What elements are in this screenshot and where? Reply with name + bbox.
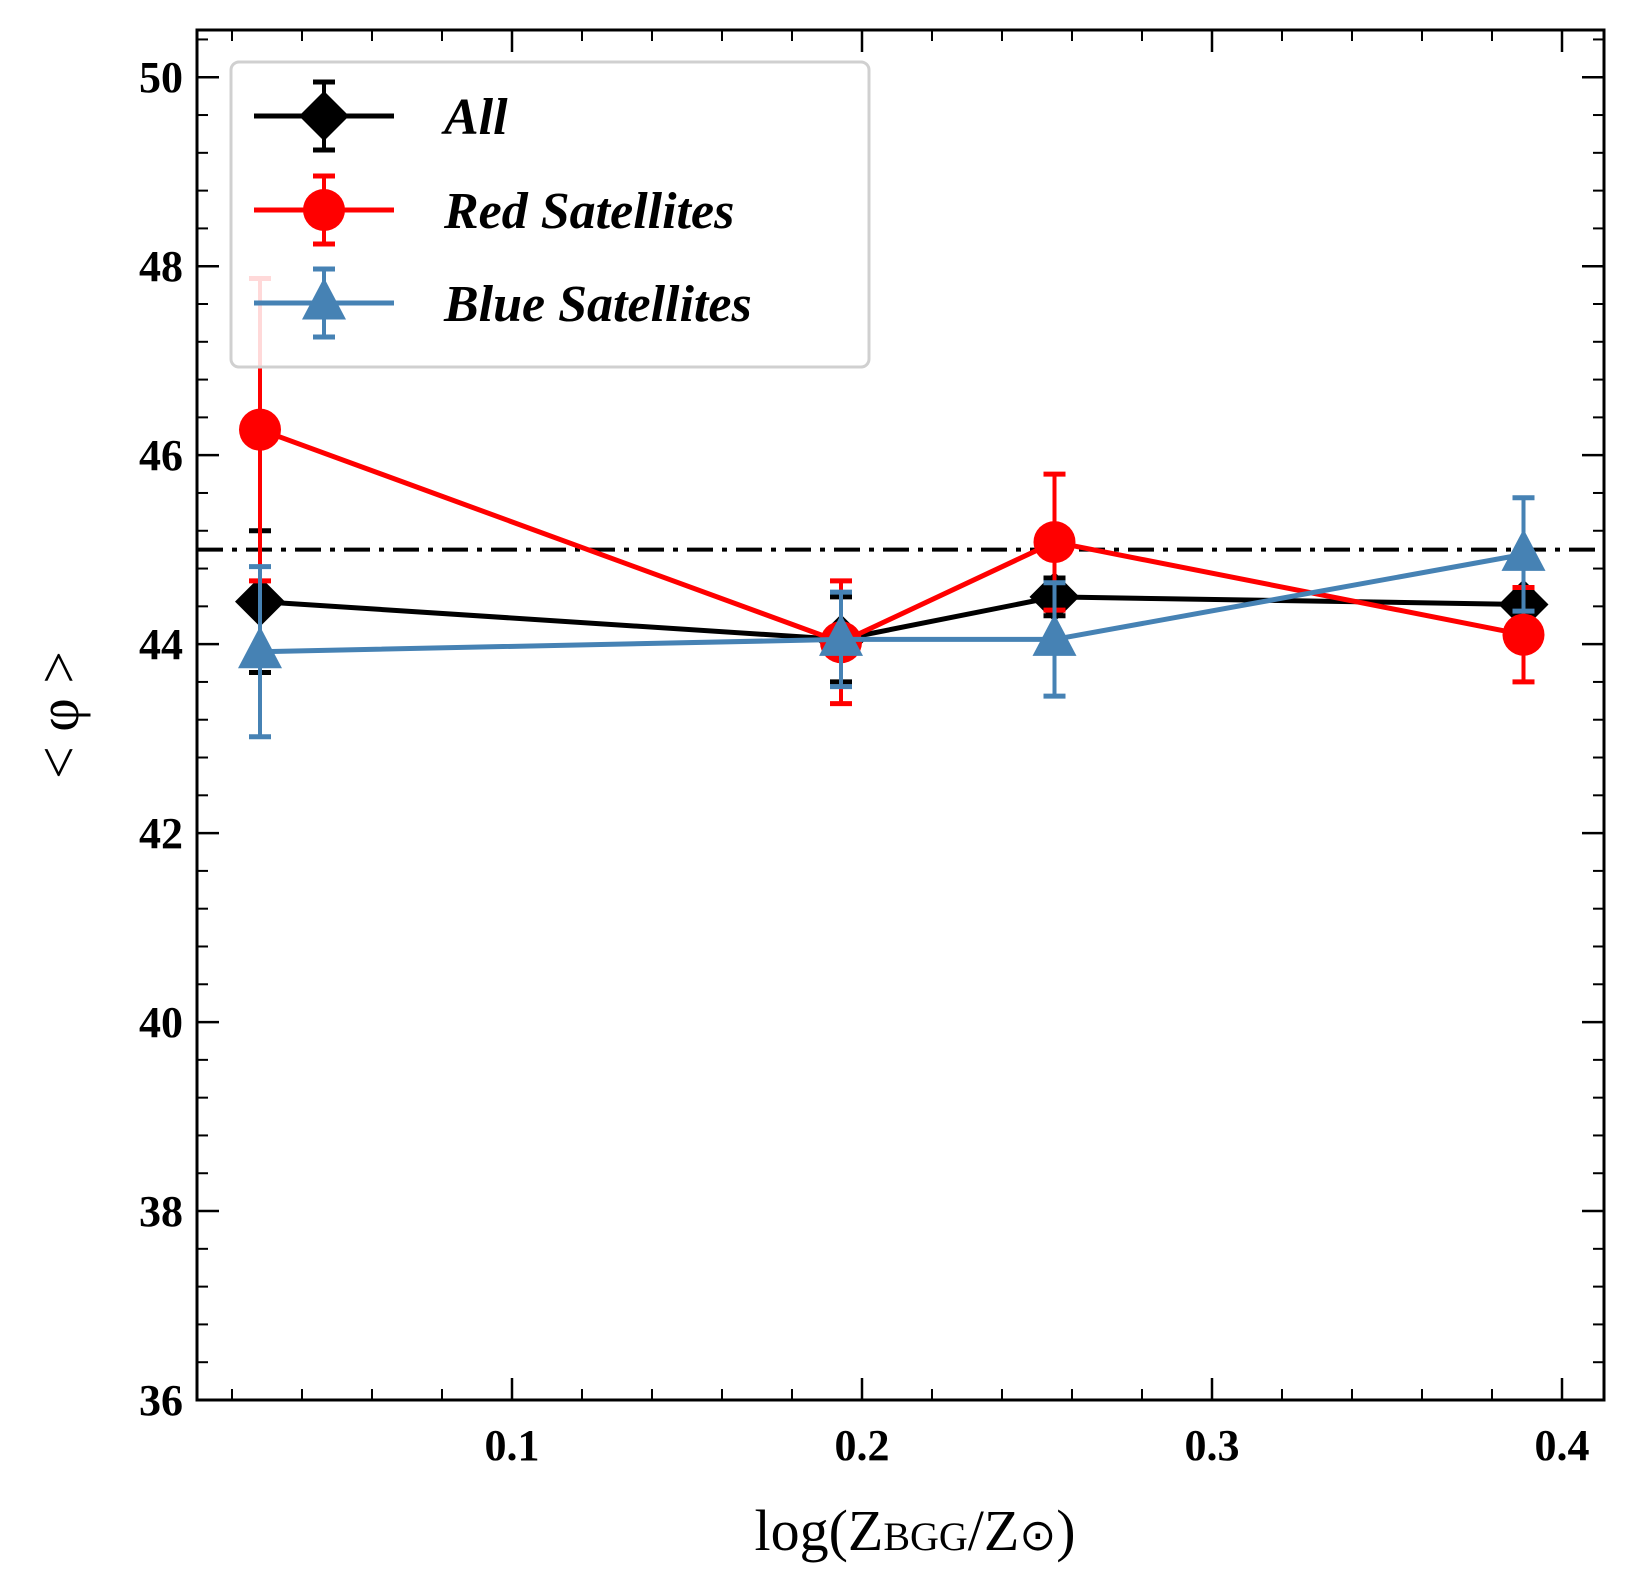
data-point: [1502, 613, 1545, 656]
data-point: [1032, 614, 1077, 656]
y-tick-label: 40: [139, 998, 183, 1047]
legend-item-blue-satellites: Blue Satellites: [254, 266, 752, 340]
x-axis-label: log(ZBGG/Z⊙): [754, 1498, 1075, 1563]
legend-marker: [299, 91, 349, 141]
y-tick-label: 38: [139, 1187, 183, 1236]
legend-marker: [302, 277, 346, 320]
y-tick-label: 46: [139, 431, 183, 480]
x-tick-label: 0.1: [485, 1421, 540, 1470]
legend-label: Red Satellites: [443, 183, 734, 240]
legend-item-red-satellites: Red Satellites: [254, 173, 734, 247]
x-tick-label: 0.4: [1535, 1421, 1590, 1470]
legend: All Red Satellites Blue Satellites: [229, 60, 871, 369]
tick-labels: 36 38 40 42 44 46 48 50 0.1 0.2 0.3 0.4: [139, 53, 1590, 1470]
data-point: [819, 614, 863, 656]
series-line: [259, 594, 1524, 642]
y-tick-label: 42: [139, 809, 183, 858]
legend-label: All: [441, 89, 508, 146]
x-tick-label: 0.2: [835, 1421, 890, 1470]
y-tick-label: 48: [139, 242, 183, 291]
legend-box: [229, 60, 871, 369]
series-line: [259, 427, 1524, 645]
legend-marker: [303, 189, 345, 231]
legend-item-all: All: [254, 79, 508, 153]
y-tick-label: 50: [139, 53, 183, 102]
data-point: [238, 626, 282, 669]
data-point: [1501, 529, 1546, 571]
data-point: [239, 408, 281, 451]
series-group: [235, 275, 1549, 740]
x-tick-label: 0.3: [1185, 1421, 1240, 1470]
series-blue-satellites: [238, 495, 1546, 740]
legend-items: All Red Satellites Blue Satellites: [254, 79, 752, 340]
y-tick-label: 36: [139, 1376, 183, 1425]
legend-label: Blue Satellites: [443, 276, 752, 333]
data-point: [1033, 521, 1076, 564]
y-tick-label: 44: [139, 620, 183, 669]
plot-frame: [195, 28, 1606, 1402]
y-axis-label: < φ >: [26, 651, 91, 779]
series-line: [259, 551, 1524, 655]
minor-ticks: [197, 30, 1604, 1400]
